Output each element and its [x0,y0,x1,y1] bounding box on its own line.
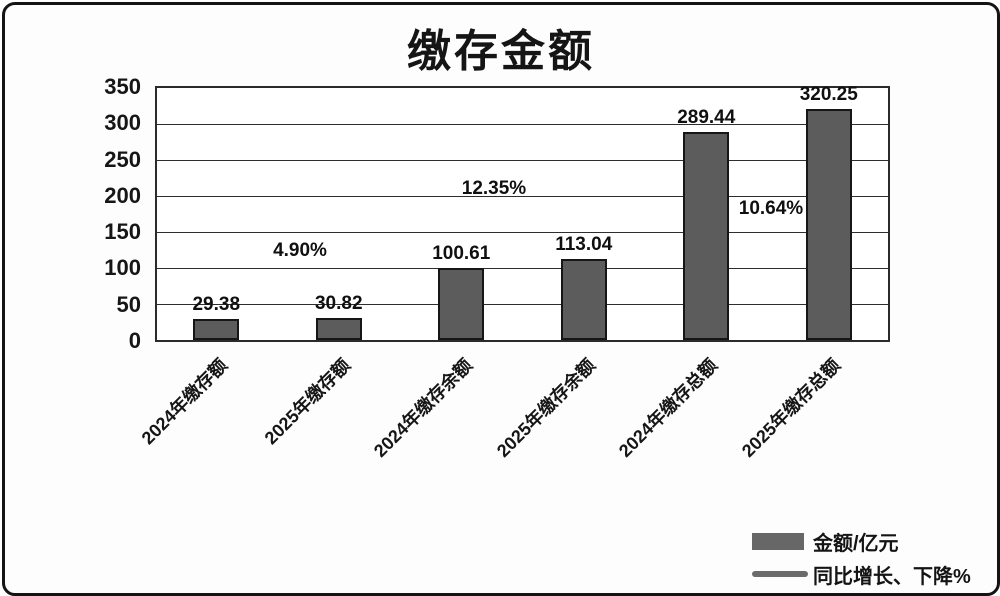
bar-value-label: 30.82 [314,292,363,314]
chart-bar [315,317,362,340]
gridline [157,124,888,125]
gridline [157,304,888,305]
gridline [157,268,888,269]
legend-label-growth: 同比增长、下降% [813,565,971,588]
y-tick-label: 200 [104,182,141,208]
pct-label: 10.64% [738,198,804,219]
chart-bar [683,131,730,340]
y-tick-label: 250 [104,146,141,172]
bar-swatch-icon [752,532,804,550]
bar-value-label: 100.61 [432,242,491,264]
legend-label-amount: 金额/亿元 [813,532,899,555]
plot-area [155,86,890,342]
y-tick-label: 350 [104,74,141,99]
pct-label: 12.35% [461,178,527,199]
chart-bar [193,318,240,340]
chart-bar [805,109,852,340]
bar-value-label: 320.25 [799,84,858,106]
chart-title: 缴存金额 [407,27,595,76]
chart-bar [560,258,607,340]
line-swatch-icon [752,571,808,577]
y-tick-label: 0 [128,328,141,353]
y-tick-label: 300 [104,110,141,136]
y-tick-label: 150 [104,219,141,245]
bar-value-label: 289.44 [677,106,736,128]
legend-item-amount: 金额/亿元 [752,526,971,556]
pct-label: 4.90% [273,240,327,261]
legend: 金额/亿元 同比增长、下降% [752,526,971,592]
y-tick-label: 50 [116,291,141,317]
chart-bar [438,267,485,340]
gridline [157,160,888,161]
y-tick-label: 100 [104,255,141,281]
bar-value-label: 29.38 [192,293,241,315]
gridline [157,196,888,197]
bar-value-label: 113.04 [555,233,613,255]
gridline [157,232,888,233]
legend-item-growth: 同比增长、下降% [752,559,971,589]
